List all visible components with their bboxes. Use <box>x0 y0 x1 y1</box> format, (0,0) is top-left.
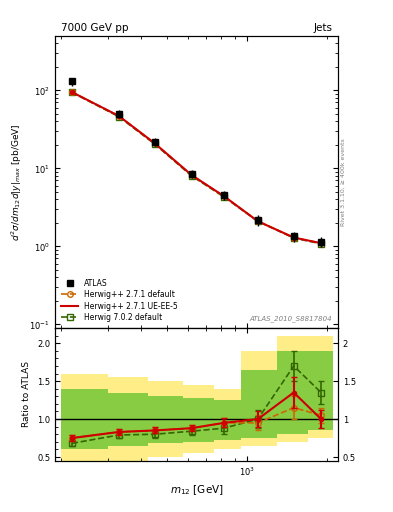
Y-axis label: Ratio to ATLAS: Ratio to ATLAS <box>22 361 31 428</box>
Y-axis label: $d^2\sigma/dm_{12}d|y|_{max}$ [pb/GeV]: $d^2\sigma/dm_{12}d|y|_{max}$ [pb/GeV] <box>9 123 24 241</box>
Herwig++ 2.7.1 default <box>152 140 157 146</box>
X-axis label: $m_{12}$ [GeV]: $m_{12}$ [GeV] <box>170 484 223 498</box>
Legend: ATLAS, Herwig++ 2.7.1 default, Herwig++ 2.7.1 UE-EE-5, Herwig 7.0.2 default: ATLAS, Herwig++ 2.7.1 default, Herwig++ … <box>59 276 180 324</box>
Herwig 7.0.2 default <box>222 194 226 200</box>
Herwig 7.0.2 default <box>291 235 296 241</box>
Herwig++ 2.7.1 default <box>319 240 323 246</box>
Herwig++ 2.7.1 default <box>189 172 194 178</box>
Herwig++ 2.7.1 UE-EE-5 <box>319 240 323 246</box>
Text: Jets: Jets <box>313 23 332 33</box>
Herwig 7.0.2 default <box>116 114 121 120</box>
Line: Herwig++ 2.7.1 default: Herwig++ 2.7.1 default <box>69 89 324 246</box>
Herwig 7.0.2 default <box>152 141 157 147</box>
Herwig++ 2.7.1 UE-EE-5 <box>152 140 157 146</box>
Text: ATLAS_2010_S8817804: ATLAS_2010_S8817804 <box>250 315 332 322</box>
Herwig++ 2.7.1 UE-EE-5 <box>291 234 296 241</box>
Line: Herwig++ 2.7.1 UE-EE-5: Herwig++ 2.7.1 UE-EE-5 <box>72 92 321 243</box>
Text: 7000 GeV pp: 7000 GeV pp <box>61 23 128 33</box>
Herwig 7.0.2 default <box>70 90 74 96</box>
Herwig++ 2.7.1 default <box>70 89 74 95</box>
Herwig++ 2.7.1 default <box>255 218 260 224</box>
Herwig++ 2.7.1 default <box>222 193 226 199</box>
Line: Herwig 7.0.2 default: Herwig 7.0.2 default <box>69 90 324 247</box>
Herwig++ 2.7.1 UE-EE-5 <box>189 172 194 178</box>
Herwig 7.0.2 default <box>189 173 194 179</box>
Herwig++ 2.7.1 UE-EE-5 <box>222 193 226 199</box>
Herwig++ 2.7.1 UE-EE-5 <box>255 218 260 224</box>
Herwig 7.0.2 default <box>319 241 323 247</box>
Text: Rivet 3.1.10, ≥ 400k events: Rivet 3.1.10, ≥ 400k events <box>341 138 346 226</box>
Herwig++ 2.7.1 UE-EE-5 <box>116 113 121 119</box>
Herwig 7.0.2 default <box>255 218 260 224</box>
Herwig++ 2.7.1 UE-EE-5 <box>70 89 74 95</box>
Herwig++ 2.7.1 default <box>116 113 121 119</box>
Herwig++ 2.7.1 default <box>291 234 296 241</box>
